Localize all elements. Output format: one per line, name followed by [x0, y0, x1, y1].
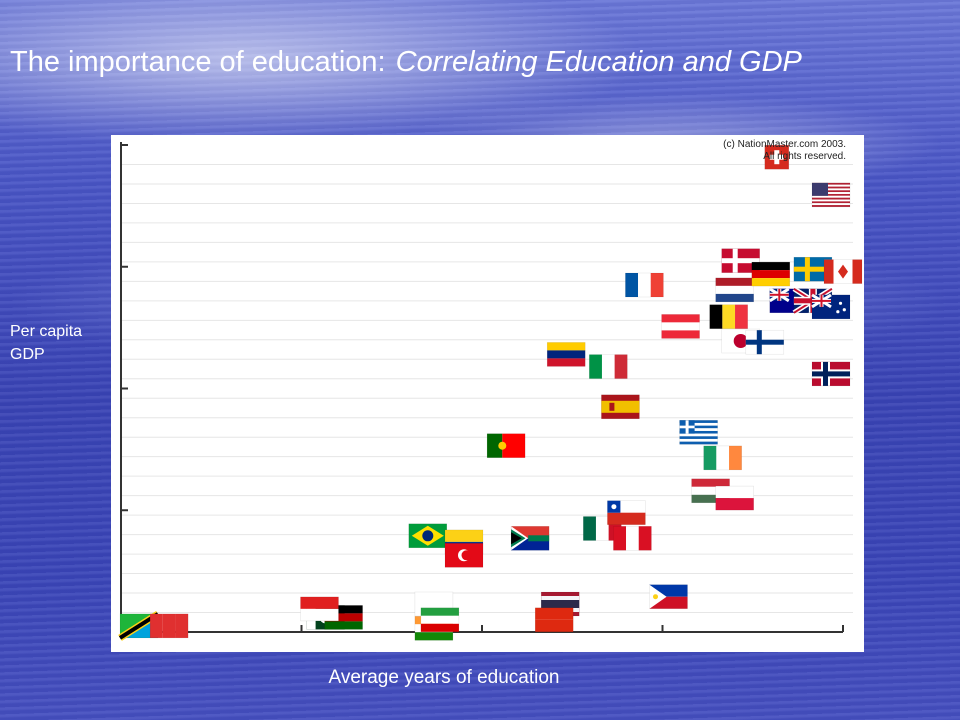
- flag-marker-greece: [679, 420, 718, 445]
- slide-title-main: The importance of education:: [10, 46, 386, 78]
- flag-marker-new-zealand: [811, 293, 851, 320]
- x-axis-label: Average years of education: [328, 667, 560, 688]
- slide-subtitle: Correlating Education and GDP: [395, 46, 802, 78]
- flag-marker-china: [534, 607, 574, 633]
- gridlines: [121, 163, 853, 614]
- flag-marker-belgium: [709, 304, 748, 329]
- flag-marker-netherlands: [715, 277, 754, 303]
- copyright-line-1: (c) NationMaster.com 2003.: [723, 139, 846, 150]
- chart-plot-area: (c) NationMaster.com 2003. All rights re…: [111, 135, 864, 652]
- copyright-note: (c) NationMaster.com 2003. All rights re…: [723, 139, 846, 163]
- flag-marker-spain: [601, 394, 640, 420]
- flag-marker-canada: [823, 259, 863, 284]
- flag-marker-italy: [589, 354, 628, 379]
- flag-marker-portugal: [486, 433, 526, 458]
- flag-marker-south-africa: [510, 526, 550, 551]
- scatter-chart: [118, 142, 863, 641]
- copyright-line-2: All rights reserved.: [763, 151, 846, 162]
- flag-marker-philippines: [649, 584, 688, 609]
- flag-marker-other-red-1: [149, 613, 189, 639]
- flag-marker-ireland: [703, 445, 742, 471]
- flag-marker-austria: [661, 314, 700, 339]
- flag-marker-brazil: [408, 523, 448, 549]
- flag-marker-poland: [715, 485, 754, 511]
- flag-marker-norway: [811, 361, 851, 387]
- slide-title: The importance of education: Correlating …: [10, 46, 802, 79]
- flag-marker-turkey: [444, 543, 484, 568]
- flag-marker-germany: [751, 261, 791, 287]
- flag-marker-chile: [607, 500, 646, 525]
- flag-marker-france: [625, 272, 664, 298]
- flag-marker-iran: [420, 607, 460, 633]
- flag-marker-venezuela: [546, 342, 586, 367]
- flag-marker-peru: [613, 526, 652, 551]
- flag-marker-switzerland: [764, 144, 790, 170]
- y-axis-label: Per capita GDP: [10, 323, 83, 363]
- flag-marker-indonesia: [300, 596, 339, 622]
- flag-marker-finland: [745, 329, 785, 355]
- flag-marker-usa: [811, 182, 851, 208]
